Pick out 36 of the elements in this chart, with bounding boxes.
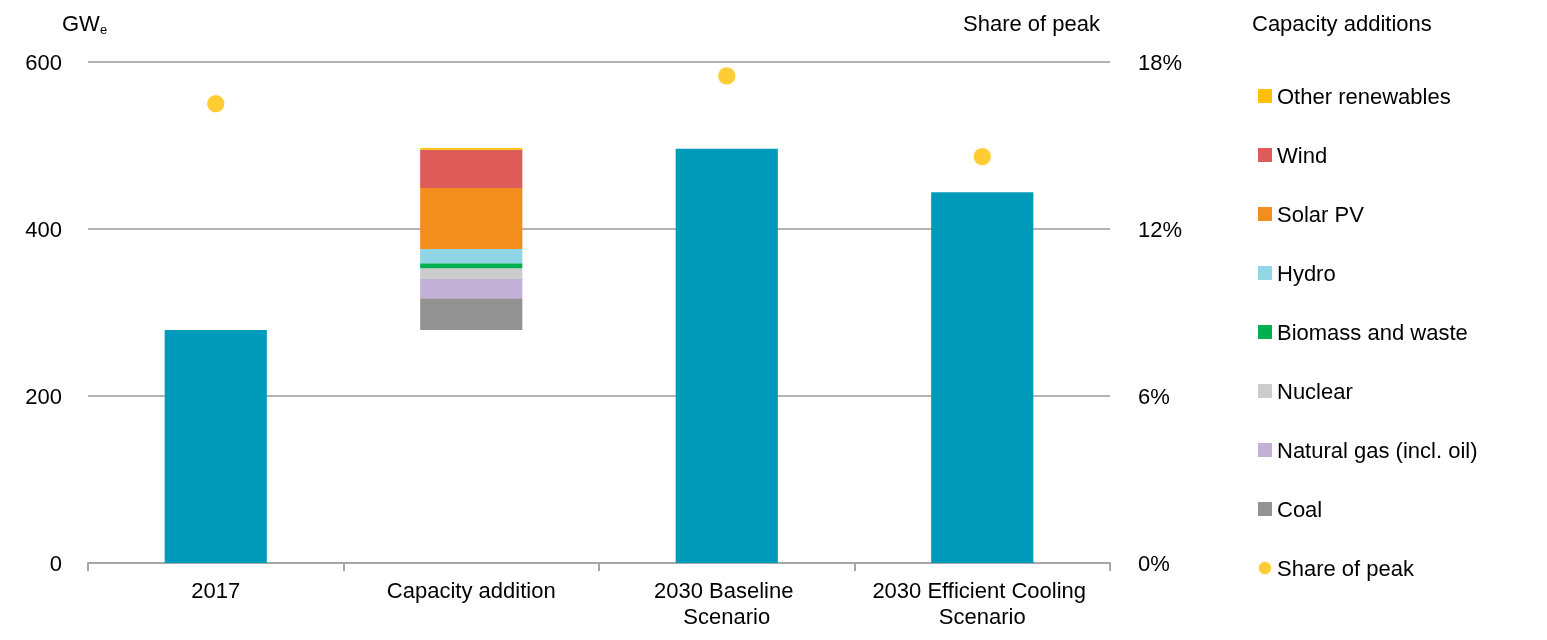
bar [420,249,523,264]
legend-label: Biomass and waste [1277,319,1468,345]
point [206,94,226,114]
point [717,66,737,86]
y-tick-label: 200 [25,383,62,409]
bar [420,298,523,331]
bar [420,149,523,189]
legend-label: Hydro [1277,260,1336,286]
legend-label: Wind [1277,142,1328,168]
legend-label: Natural gas (incl. oil) [1277,437,1478,463]
y-tick-label: 0 [49,550,62,576]
bar [420,279,523,299]
legend-label: Other renewables [1277,83,1451,109]
y2-tick-label: 18% [1138,49,1183,75]
x-tick-label: 2017 [191,577,241,603]
y2-tick-label: 12% [1138,216,1183,242]
legend-label: Coal [1277,496,1323,522]
y2-tick-label: 6% [1138,383,1170,409]
bar [675,148,778,563]
y2-axis-title: Share of peak [963,10,1101,36]
y-tick-label: 600 [25,49,62,75]
y-tick-label: 400 [25,216,62,242]
bar [420,263,523,269]
x-tick-label: 2030 Baseline Scenario [653,577,800,629]
x-tick-label: Capacity addition [386,577,556,603]
legend-label: Nuclear [1277,378,1353,404]
point [972,147,992,167]
bar [420,268,523,280]
legend-label: Solar PV [1277,201,1365,227]
bar [931,192,1034,563]
legend-label: Share of peak [1277,555,1415,581]
x-tick-label: 2030 Efficient Cooling Scenario [872,577,1093,629]
bar [420,188,523,250]
legend-title: Capacity additions [1252,10,1432,36]
y2-tick-label: 0% [1138,550,1170,576]
bar [164,330,267,563]
